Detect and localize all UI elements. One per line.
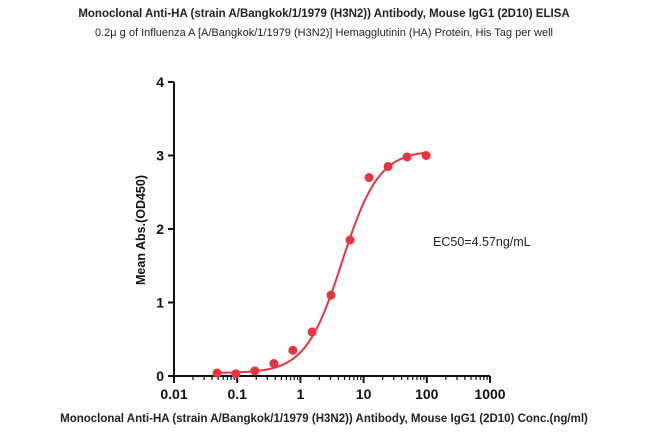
data-point bbox=[307, 327, 317, 337]
x-tick-label: 0.1 bbox=[227, 386, 247, 402]
x-tick-label: 0.01 bbox=[160, 386, 187, 402]
data-point bbox=[421, 151, 431, 160]
y-axis-label: Mean Abs.(OD450) bbox=[134, 175, 148, 285]
chart-title: Monoclonal Anti-HA (strain A/Bangkok/1/1… bbox=[78, 8, 570, 20]
fit-curve bbox=[217, 151, 427, 374]
data-point bbox=[288, 345, 298, 355]
fit-curve-layer bbox=[217, 151, 427, 374]
data-points-layer bbox=[212, 151, 431, 379]
data-point bbox=[250, 366, 260, 376]
y-tick-label: 4 bbox=[156, 74, 164, 90]
ec50-annotation: EC50=4.57ng/mL bbox=[433, 235, 531, 249]
data-point bbox=[269, 359, 279, 369]
data-point bbox=[231, 369, 241, 379]
data-point bbox=[383, 162, 393, 172]
y-tick-label: 3 bbox=[156, 148, 164, 164]
data-point bbox=[326, 290, 336, 300]
data-point bbox=[212, 368, 222, 378]
x-axis-label: Monoclonal Anti-HA (strain A/Bangkok/1/1… bbox=[60, 413, 588, 425]
x-tick-label: 100 bbox=[415, 386, 439, 402]
data-point bbox=[402, 152, 412, 162]
chart-subtitle: 0.2µ g of Influenza A [A/Bangkok/1/1979 … bbox=[95, 27, 553, 39]
x-tick-label: 1 bbox=[297, 386, 305, 402]
y-tick-label: 0 bbox=[156, 368, 164, 384]
y-tick-label: 1 bbox=[156, 295, 164, 311]
data-point bbox=[364, 173, 374, 183]
x-tick-label: 1000 bbox=[474, 386, 505, 402]
x-tick-label: 10 bbox=[356, 386, 372, 402]
data-point bbox=[345, 235, 355, 245]
y-tick-label: 2 bbox=[156, 221, 164, 237]
